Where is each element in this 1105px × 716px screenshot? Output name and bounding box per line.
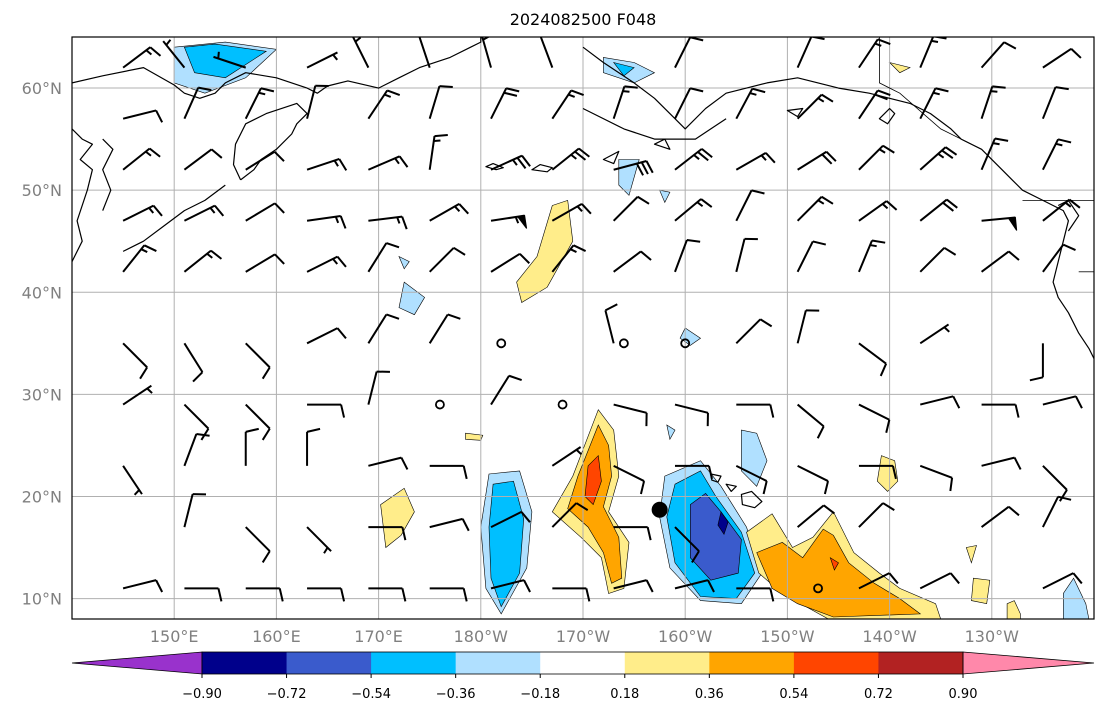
colorbar-segment (878, 652, 963, 674)
colorbar-tick-label: 0.90 (949, 687, 978, 702)
latitude-tick-label: 30°N (22, 385, 62, 404)
latitude-tick-label: 20°N (22, 487, 62, 506)
longitude-tick-label: 180°W (454, 627, 509, 646)
colorbar-segment (456, 652, 541, 674)
colorbar-segment (202, 652, 287, 674)
colorbar-tick-label: 0.18 (610, 687, 639, 702)
latitude-tick-label: 50°N (22, 181, 62, 200)
longitude-tick-label: 140°W (862, 627, 917, 646)
longitude-tick-label: 130°W (965, 627, 1020, 646)
longitude-tick-label: 160°W (658, 627, 713, 646)
colorbar-tick-label: −0.72 (267, 687, 307, 702)
longitude-tick-label: 160°E (252, 627, 301, 646)
colorbar-tick-label: −0.90 (182, 687, 222, 702)
colorbar-segment (540, 652, 625, 674)
longitude-tick-label: 170°E (354, 627, 403, 646)
latitude-tick-label: 10°N (22, 590, 62, 609)
colorbar-segment (709, 652, 794, 674)
map-plot-area (72, 28, 1094, 619)
colorbar-segment (794, 652, 879, 674)
colorbar-segment (625, 652, 710, 674)
storm-center-marker (652, 502, 668, 518)
colorbar-tick-label: −0.18 (520, 687, 560, 702)
longitude-tick-label: 170°W (556, 627, 611, 646)
colorbar-tick-label: −0.36 (436, 687, 476, 702)
latitude-tick-label: 60°N (22, 79, 62, 98)
longitude-tick-label: 150°W (760, 627, 815, 646)
colorbar-tick-label: −0.54 (351, 687, 391, 702)
latitude-tick-label: 40°N (22, 283, 62, 302)
colorbar-segment (287, 652, 372, 674)
longitude-tick-label: 150°E (150, 627, 199, 646)
colorbar-tick-label: 0.36 (695, 687, 724, 702)
colorbar-tick-label: 0.54 (779, 687, 808, 702)
map-title: 2024082500 F048 (510, 10, 657, 29)
colorbar-tick-label: 0.72 (864, 687, 893, 702)
longitude-labels: 150°E 160°E 170°E 180°W 170°W 160°W 150°W 140°W… (150, 627, 1019, 646)
shaded-region (971, 578, 989, 604)
colorbar-segment (371, 652, 456, 674)
